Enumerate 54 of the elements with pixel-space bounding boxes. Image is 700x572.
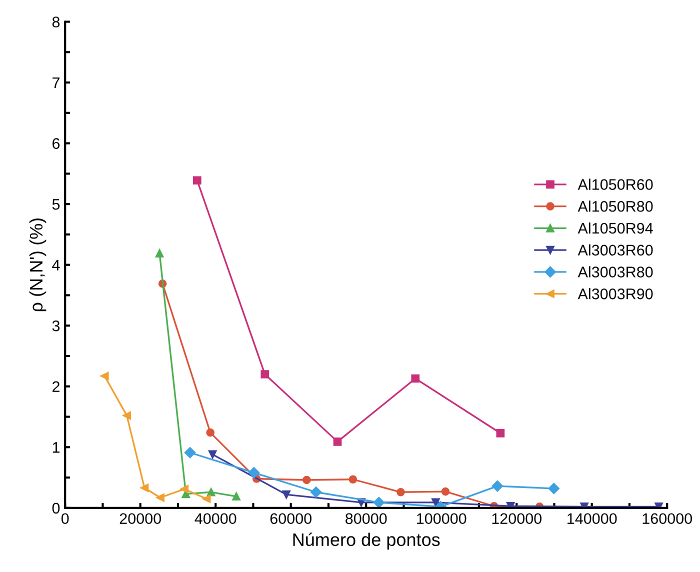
x-axis-title: Número de pontos: [293, 532, 440, 550]
point: [184, 447, 196, 458]
y-tick-label: 1: [52, 442, 60, 453]
x-tick-label: 40000: [194, 513, 236, 524]
point: [348, 475, 358, 484]
y-tick-label: 4: [52, 260, 60, 270]
point: [282, 490, 290, 499]
point: [373, 496, 384, 508]
point: [206, 428, 214, 437]
point: [206, 488, 216, 496]
point: [260, 370, 270, 378]
x-tick-label: 80000: [346, 513, 387, 524]
point: [333, 438, 342, 446]
point: [506, 502, 515, 508]
point: [140, 484, 149, 492]
point: [411, 374, 420, 383]
y-tick-label: 7: [52, 78, 60, 88]
x-tick-label: 120000: [492, 513, 542, 524]
x-tick-label: 60000: [270, 513, 312, 524]
legend-label: Al1050R94: [578, 222, 653, 234]
x-tick-label: 100000: [417, 513, 466, 524]
legend-label: Al3003R90: [578, 288, 653, 300]
point: [441, 487, 450, 496]
x-tick-label: 160000: [642, 513, 692, 524]
legend-label: Al3003R80: [578, 266, 653, 278]
point: [156, 493, 164, 502]
point: [232, 492, 240, 501]
y-tick-label: 8: [52, 16, 60, 28]
point: [192, 176, 202, 185]
point: [302, 476, 311, 484]
point: [100, 372, 109, 380]
point: [202, 494, 211, 503]
point: [310, 486, 322, 498]
point: [548, 482, 560, 494]
point: [496, 429, 505, 438]
x-tick-label: 20000: [120, 513, 161, 524]
y-tick-label: 3: [52, 320, 60, 332]
y-tick-label: 0: [52, 502, 60, 514]
point: [492, 480, 504, 492]
x-tick-label: 0: [61, 513, 69, 524]
y-tick-label: 6: [52, 138, 60, 149]
legend-label: Al3003R60: [578, 244, 653, 256]
point: [208, 450, 217, 459]
point: [180, 484, 189, 494]
legend-label: Al1050R80: [578, 200, 653, 212]
point: [248, 467, 260, 478]
point: [155, 249, 164, 258]
point: [122, 411, 131, 420]
x-tick-label: 140000: [568, 513, 617, 524]
y-tick-label: 5: [52, 199, 60, 210]
legend-label: Al1050R60: [578, 178, 653, 190]
y-axis-title: ρ (N,N') (%): [29, 218, 46, 312]
point: [396, 488, 405, 496]
y-tick-label: 2: [52, 381, 60, 392]
